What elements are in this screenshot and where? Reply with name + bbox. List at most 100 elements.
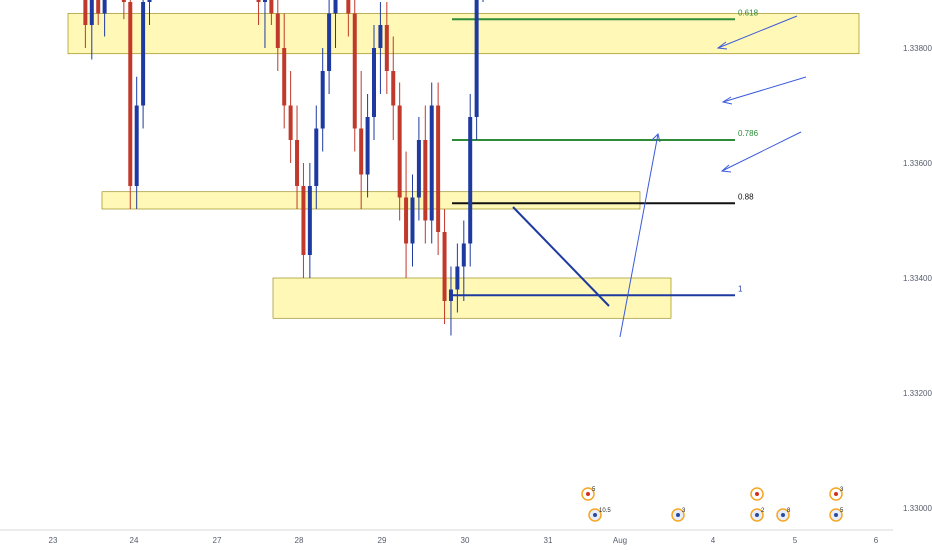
event-count: 8 [787,508,791,514]
pointer-arrow-2 [722,76,807,103]
flag-center-icon [755,513,759,517]
candle-body [134,105,139,186]
event-marker[interactable]: 8 [776,508,791,522]
candle-body [333,0,338,14]
x-tick-label: 27 [213,536,222,545]
event-count: 5 [840,508,844,514]
candle-body [384,25,389,71]
pointer-arrow-3-head [720,164,732,173]
candle-body [96,0,101,14]
flag-center-icon [834,492,838,496]
time-axis[interactable]: 23 24 27 28 29 30 31 Aug 4 5 6 [0,529,893,545]
candle-body [83,0,88,25]
x-tick-label: 30 [461,536,470,545]
flag-center-icon [586,492,590,496]
x-tick-label: 24 [130,536,139,545]
candlesticks [83,0,484,336]
candle-body [275,13,280,48]
y-tick-label: 1.33800 [903,44,932,53]
y-tick-label: 1.33000 [903,504,932,513]
projection-arrow-head [651,133,661,143]
x-tick-label: 28 [295,536,304,545]
candle-body [327,13,332,71]
projection-arrow-line [619,133,659,338]
candle-body [352,13,357,129]
event-count: 2 [761,508,765,514]
pointer-arrow-1-head [716,41,728,50]
fib-label: 0.618 [738,8,759,17]
candle-body [346,0,351,14]
candle-body [307,186,312,255]
down-trendline [512,206,610,307]
economic-event-markers[interactable]: 5 10.5 3 2 8 3 5 [581,487,844,522]
candle-body [410,197,415,244]
candle-body [436,105,441,232]
candle-body [269,0,274,14]
event-marker[interactable]: 10.5 [588,508,611,522]
candle-body [442,232,447,301]
candle-body [416,140,421,198]
event-count: 3 [682,508,686,514]
x-tick-label: 23 [49,536,58,545]
fib-label: 0.786 [738,129,759,138]
event-count: 5 [592,487,596,493]
candle-body [314,128,319,186]
candle-body [397,105,402,198]
candle-body [141,2,146,106]
candle-body [474,0,479,117]
candle-body [121,0,126,2]
x-tick-label: 6 [874,536,879,545]
x-tick-label: 4 [711,536,716,545]
y-tick-label: 1.33200 [903,389,932,398]
flag-center-icon [593,513,597,517]
y-tick-label: 1.33400 [903,274,932,283]
x-tick-label: Aug [613,536,627,545]
candle-body [256,0,261,2]
event-marker[interactable]: 3 [671,508,686,522]
flag-center-icon [676,513,680,517]
candle-body [372,48,376,117]
event-count: 10.5 [599,508,611,514]
candle-body [404,197,409,244]
candle-body [461,243,466,267]
candle-body [301,186,306,255]
x-tick-label: 5 [793,536,798,545]
event-marker[interactable]: 5 [581,487,596,501]
candle-body [448,289,453,301]
pointer-arrow-3 [721,131,802,172]
event-count: 3 [840,487,844,493]
candle-body [320,71,325,129]
flag-center-icon [834,513,838,517]
candle-body [468,117,473,244]
price-zone [272,277,672,319]
flag-center-icon [781,513,785,517]
x-tick-label: 29 [378,536,387,545]
candle-body [262,0,267,2]
candle-body [359,128,364,175]
candle-body [391,71,396,106]
candle-body [423,140,428,221]
event-marker[interactable]: 3 [829,487,844,501]
event-marker[interactable]: 2 [750,508,765,522]
price-zone [101,191,641,210]
pointer-arrow-2-head [721,96,733,105]
candle-body [89,0,94,25]
price-axis[interactable]: 1.356001.352001.350001.348001.346001.344… [903,0,932,513]
flag-center-icon [755,492,759,496]
fib-label: 0.88 [738,192,754,201]
y-tick-label: 1.33600 [903,159,932,168]
candle-body [429,105,434,221]
event-marker[interactable] [750,487,764,501]
x-tick-label: 31 [544,536,553,545]
event-marker[interactable]: 5 [829,508,844,522]
fib-label: 1 [738,284,743,293]
pointer-arrow-1 [717,15,798,49]
drawing-annotations [512,15,807,338]
candle-body [282,48,287,106]
candle-body [378,25,383,48]
candle-body [102,0,107,14]
candle-body [128,2,133,186]
